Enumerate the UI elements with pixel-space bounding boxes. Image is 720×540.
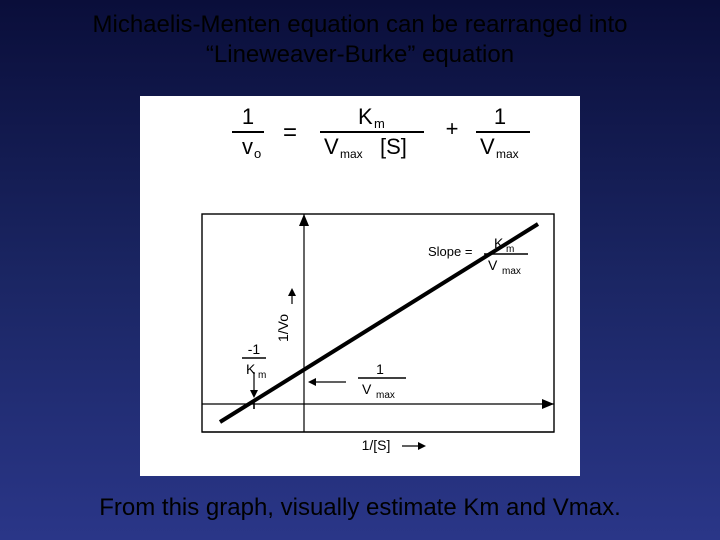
eq-t1-den-a-sub: max: [340, 147, 363, 161]
slide: Michaelis-Menten equation can be rearran…: [0, 0, 720, 540]
x-label-arrow-head: [418, 442, 426, 450]
x-intercept-top: -1: [248, 341, 261, 357]
slide-title: Michaelis-Menten equation can be rearran…: [0, 10, 720, 70]
eq-lhs-sub: o: [254, 146, 261, 161]
y-intercept-arrow-head: [308, 378, 316, 386]
y-intercept-num: 1: [376, 361, 384, 377]
slope-label-prefix: Slope =: [428, 244, 472, 259]
y-label-arrow-head: [288, 288, 296, 296]
eq-t1-den-b: [S]: [380, 134, 407, 159]
x-axis-arrow: [542, 399, 554, 409]
eq-plus: +: [446, 116, 459, 141]
title-line-2: “Lineweaver-Burke” equation: [206, 41, 514, 68]
y-intercept-sub: max: [376, 390, 395, 401]
y-intercept-den: V: [362, 381, 372, 397]
slope-num: K: [494, 235, 504, 251]
eq-t1-num-sub: m: [374, 116, 385, 131]
eq-t1-den-a: V: [324, 134, 339, 159]
eq-t2-den: V: [480, 134, 495, 159]
x-axis-label: 1/[S]: [362, 437, 391, 453]
y-axis-arrow: [299, 214, 309, 226]
eq-lhs-num: 1: [242, 104, 254, 129]
lineweaver-plot: 1/Vo 1/[S] -1 K m: [202, 214, 554, 453]
title-line-1: Michaelis-Menten equation can be rearran…: [93, 11, 628, 38]
y-axis-label: 1/Vo: [275, 314, 291, 342]
figure-svg: 1 v o = K m V max [S] + 1 V max: [140, 96, 580, 476]
eq-t2-num: 1: [494, 104, 506, 129]
x-intercept-bot: K: [246, 361, 256, 377]
eq-t1-num: K: [358, 104, 373, 129]
eq-equals: =: [283, 119, 297, 146]
slope-den-sub: max: [502, 266, 521, 277]
figure: 1 v o = K m V max [S] + 1 V max: [140, 96, 580, 476]
slope-den: V: [488, 257, 498, 273]
eq-t2-den-sub: max: [496, 147, 519, 161]
y-axis-label-text: 1/Vo: [275, 314, 291, 342]
x-intercept-sub: m: [258, 370, 266, 381]
slide-footer: From this graph, visually estimate Km an…: [0, 494, 720, 522]
equation: 1 v o = K m V max [S] + 1 V max: [232, 104, 530, 161]
eq-lhs-den: v: [242, 134, 253, 159]
